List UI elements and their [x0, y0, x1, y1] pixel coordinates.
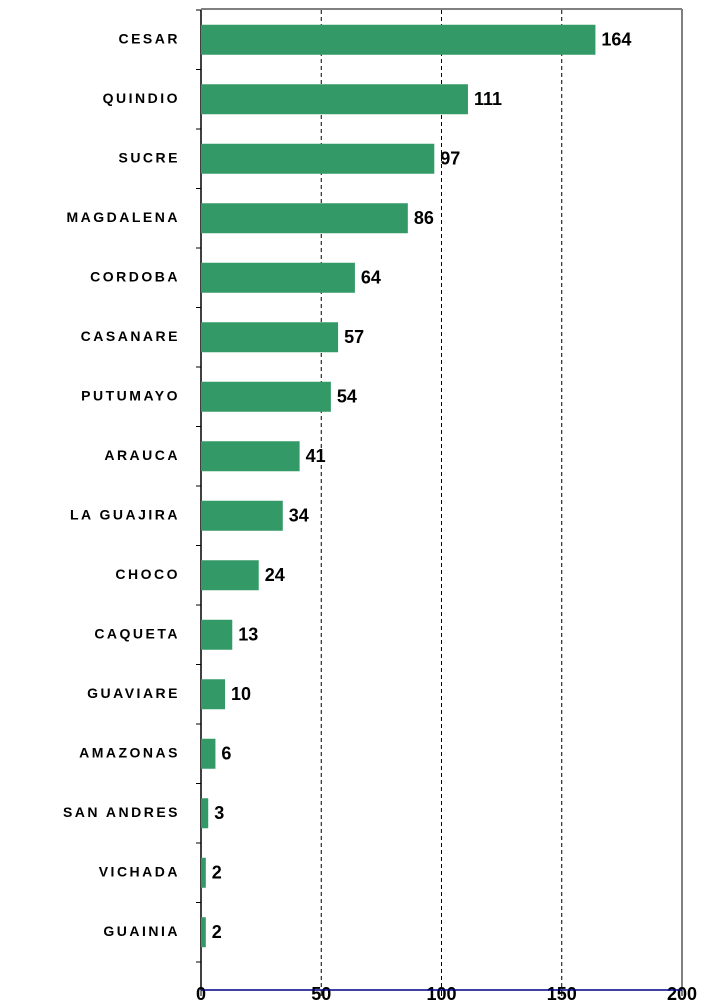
value-label: 34	[289, 506, 309, 526]
bar	[201, 24, 596, 55]
bar	[201, 738, 216, 769]
bar	[201, 381, 331, 412]
x-tick-label: 150	[547, 984, 577, 1004]
x-tick-label: 200	[667, 984, 697, 1004]
y-tick-label: QUINDIO	[103, 90, 180, 106]
y-tick-label: ARAUCA	[104, 447, 180, 463]
x-tick-label: 0	[196, 984, 206, 1004]
y-tick-label: PUTUMAYO	[81, 387, 180, 403]
value-label: 64	[361, 268, 381, 288]
value-label: 164	[601, 30, 631, 50]
bar	[201, 322, 339, 353]
y-tick-label: CESAR	[118, 30, 180, 46]
y-tick-label: LA GUAJIRA	[70, 506, 180, 522]
y-tick-label: AMAZONAS	[79, 744, 180, 760]
bar	[201, 84, 468, 115]
value-label: 57	[344, 327, 364, 347]
value-label: 2	[212, 922, 222, 942]
value-label: 97	[440, 149, 460, 169]
value-label: 13	[238, 625, 258, 645]
bar	[201, 917, 206, 948]
value-label: 111	[474, 89, 502, 109]
bar	[201, 203, 408, 234]
y-tick-label: CAQUETA	[94, 625, 180, 641]
value-label: 10	[231, 684, 251, 704]
y-tick-label: VICHADA	[99, 863, 180, 879]
bar	[201, 679, 226, 710]
x-tick-label: 50	[311, 984, 331, 1004]
bar	[201, 798, 209, 829]
y-tick-label: CHOCO	[115, 566, 180, 582]
y-tick-label: MAGDALENA	[67, 209, 181, 225]
y-tick-label: GUAINIA	[103, 923, 180, 939]
value-label: 86	[414, 208, 434, 228]
x-tick-label: 100	[426, 984, 456, 1004]
bar	[201, 262, 355, 293]
value-label: 2	[212, 863, 222, 883]
y-tick-label: SUCRE	[118, 149, 180, 165]
value-label: 3	[214, 803, 224, 823]
bar	[201, 560, 259, 591]
y-tick-label: SAN ANDRES	[63, 804, 180, 820]
bar	[201, 619, 233, 650]
value-label: 41	[306, 446, 326, 466]
value-label: 54	[337, 387, 357, 407]
y-tick-label: CASANARE	[81, 328, 180, 344]
value-label: 6	[221, 744, 231, 764]
bar	[201, 500, 283, 531]
value-label: 24	[265, 565, 285, 585]
bar	[201, 857, 206, 888]
y-tick-label: GUAVIARE	[87, 685, 180, 701]
bar	[201, 143, 435, 174]
y-tick-label: CORDOBA	[90, 268, 180, 284]
bar	[201, 441, 300, 472]
